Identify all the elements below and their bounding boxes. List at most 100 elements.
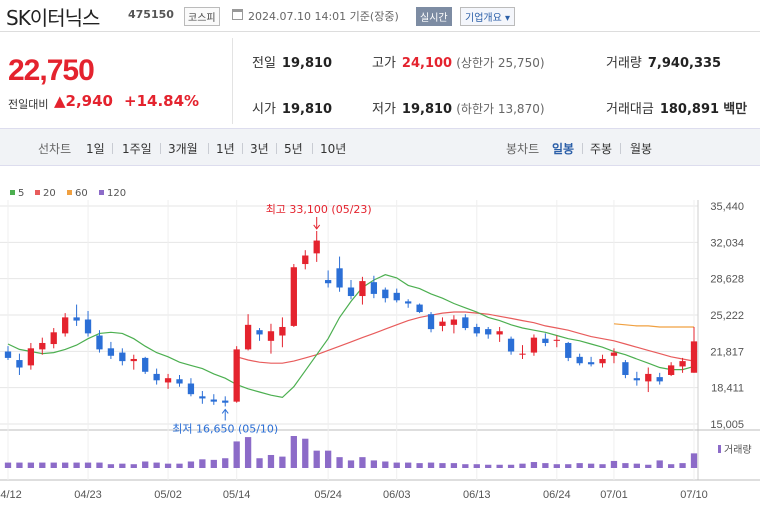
- stat-label: 고가: [372, 56, 396, 71]
- candle-body: [130, 358, 137, 362]
- candle-chart-label[interactable]: 봉차트: [506, 142, 540, 156]
- candle-weekly[interactable]: 주봉: [590, 142, 613, 156]
- candle-body: [507, 338, 515, 352]
- company-overview-button[interactable]: 기업개요 ▾: [460, 7, 516, 26]
- period-3m[interactable]: 3개월: [168, 142, 198, 156]
- legend-swatch: [35, 190, 40, 195]
- volume-bar: [324, 450, 332, 468]
- stat-high: 고가 24,100 (상한가 25,750): [372, 52, 545, 71]
- stat-open: 시가 19,810: [252, 98, 332, 117]
- volume-bar: [507, 464, 515, 468]
- candle-body: [359, 281, 366, 297]
- diff-percent: +14.84%: [124, 92, 200, 110]
- stock-code: 475150: [128, 8, 174, 21]
- volume-label: 거래량: [724, 444, 752, 456]
- volume-bar: [84, 462, 92, 468]
- candle-body: [530, 337, 538, 353]
- volume-bar: [313, 450, 320, 468]
- stat-label: 거래량: [606, 56, 642, 71]
- candle-body: [576, 356, 583, 364]
- upper-limit: (상한가 25,750): [456, 56, 545, 70]
- y-tick-label: 21,817: [710, 346, 744, 358]
- x-tick-label: 06/03: [383, 489, 411, 501]
- high-arrow: [313, 224, 321, 230]
- diff-label: 전일대비: [8, 98, 49, 111]
- volume-bar: [565, 464, 572, 468]
- volume-bar: [610, 460, 618, 468]
- volume-bar: [667, 464, 675, 468]
- divider: [208, 143, 209, 154]
- stat-amount: 거래대금 180,891 백만: [606, 98, 747, 117]
- divider: [312, 143, 313, 154]
- volume-bar: [39, 462, 46, 468]
- volume-bar: [279, 456, 286, 468]
- chevron-down-icon: ▾: [505, 13, 511, 24]
- divider: [232, 38, 233, 124]
- stat-low: 저가 19,810 (하한가 13,870): [372, 98, 545, 117]
- volume-bar: [27, 462, 35, 468]
- candle-body: [84, 319, 92, 334]
- candle-body: [645, 373, 652, 382]
- legend-swatch: [718, 445, 721, 453]
- divider: [112, 143, 113, 154]
- x-tick-label: 07/01: [600, 489, 628, 501]
- candle-body: [347, 287, 355, 297]
- legend-label: 60: [75, 188, 88, 199]
- y-tick-label: 35,440: [710, 201, 744, 213]
- period-3y[interactable]: 3년: [250, 142, 269, 156]
- period-10y[interactable]: 10년: [320, 142, 347, 156]
- candle-body: [4, 351, 12, 358]
- candle-monthly[interactable]: 월봉: [630, 142, 653, 156]
- volume-bar: [130, 464, 137, 468]
- stock-header: SK이터닉스 475150 코스피 2024.07.10 14:01 기준(장중…: [0, 0, 760, 32]
- volume-bar: [370, 460, 378, 468]
- realtime-button[interactable]: 실시간: [416, 7, 452, 26]
- volume-bar: [382, 461, 389, 468]
- candle-daily[interactable]: 일봉: [552, 142, 575, 156]
- line-chart-label[interactable]: 선차트: [38, 142, 72, 156]
- volume-bar: [62, 462, 69, 468]
- period-1y[interactable]: 1년: [216, 142, 235, 156]
- volume-bar: [302, 438, 309, 468]
- candle-body: [279, 326, 286, 336]
- candle-body: [690, 341, 698, 373]
- x-tick-label: 05/24: [314, 489, 342, 501]
- candle-body: [496, 331, 503, 335]
- candle-body: [336, 268, 343, 288]
- legend-swatch: [67, 190, 72, 195]
- volume-bar: [290, 436, 297, 468]
- candle-body: [164, 378, 172, 383]
- stock-chart[interactable]: 5 20 60 120 35,440 32,034 28,628 25,222 21,817 18…: [0, 170, 760, 510]
- candle-body: [50, 332, 57, 345]
- volume-bar: [690, 453, 698, 468]
- candle-body: [599, 358, 606, 364]
- y-tick-label: 32,034: [710, 237, 744, 249]
- y-tick-label: 18,411: [711, 383, 744, 395]
- x-tick-label: 07/10: [680, 489, 708, 501]
- stat-value: 19,810: [401, 102, 453, 117]
- period-1d[interactable]: 1일: [86, 142, 105, 156]
- volume-bar: [542, 463, 549, 468]
- candle-body: [267, 331, 275, 341]
- divider: [276, 143, 277, 154]
- volume-bar: [107, 464, 115, 468]
- candle-body: [427, 314, 435, 330]
- volume-bar: [347, 460, 355, 468]
- candle-body: [222, 400, 229, 403]
- period-5y[interactable]: 5년: [284, 142, 303, 156]
- volume-bar: [450, 463, 458, 468]
- period-1w[interactable]: 1주일: [122, 142, 152, 156]
- stat-volume: 거래량 7,940,335: [606, 52, 721, 71]
- candle-body: [324, 280, 332, 284]
- volume-bar: [656, 460, 663, 468]
- divider: [160, 143, 161, 154]
- stat-label: 전일: [252, 56, 276, 71]
- ma5-line: [7, 274, 695, 399]
- candle-body: [462, 317, 469, 329]
- volume-bar: [142, 461, 149, 468]
- candle-body: [290, 267, 297, 326]
- volume-bar: [405, 462, 412, 468]
- volume-bar: [393, 462, 400, 468]
- candle-body: [96, 335, 103, 350]
- x-tick-label: 05/14: [223, 489, 251, 501]
